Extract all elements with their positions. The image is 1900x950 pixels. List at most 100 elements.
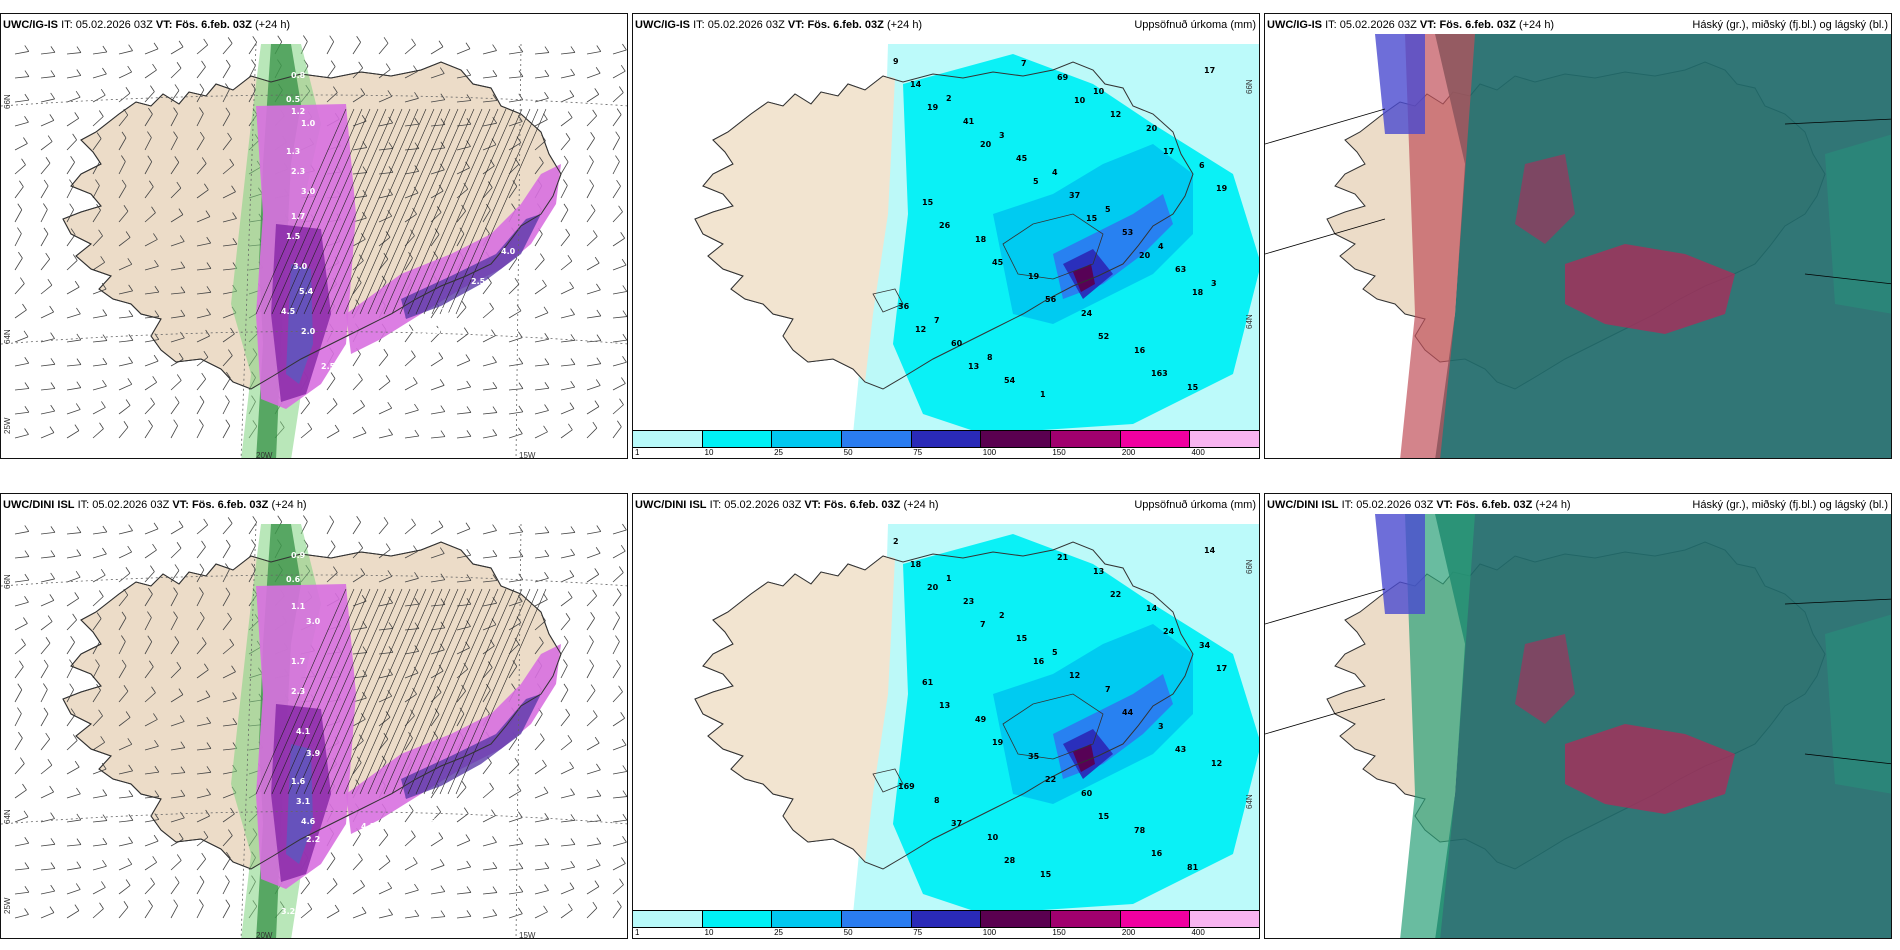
colorbar-cell xyxy=(842,431,912,447)
precip-amount-label: 18 xyxy=(910,560,922,569)
precip-amount-label: 49 xyxy=(975,715,987,724)
lon-label: 15W xyxy=(519,451,536,459)
precip-amount-label: 53 xyxy=(1122,228,1133,237)
snow-map: 0.9 0.6 1.13.0 1.7 2.3 4.1 3.9 1.6 3.1 4.6 2.2 3.2 6… xyxy=(1,494,627,938)
precip-amount-label: 41 xyxy=(963,117,975,126)
model-name: UWC/IG-IS xyxy=(3,19,58,31)
colorbar-cell xyxy=(702,431,773,447)
snow-depth-label: 1.7 xyxy=(291,657,305,666)
cloud-map xyxy=(1265,494,1891,938)
snow-depth-label: 2.5 xyxy=(321,362,336,371)
colorbar-cell xyxy=(1120,431,1191,447)
precip-amount-label: 19 xyxy=(1028,272,1040,281)
cloud-map xyxy=(1265,14,1891,458)
lat-label: 64N xyxy=(3,329,12,344)
land-no-precip xyxy=(695,556,895,862)
colorbar-tick-label: 150 xyxy=(1052,928,1066,937)
colorbar-tick-label: 100 xyxy=(982,448,997,457)
snow-depth-label: 1.1 xyxy=(291,602,306,611)
precip-amount-label: 5 xyxy=(1105,205,1111,214)
graticule xyxy=(1,43,627,458)
precip-amount-label: 19 xyxy=(992,738,1004,747)
precip-amount-label: 4 xyxy=(1052,168,1058,177)
snow-depth-label: 0.9 xyxy=(291,551,306,560)
land-no-precip xyxy=(695,76,895,382)
panel-field-title: Háský (gr.), miðský (fj.bl.) og lágský (… xyxy=(1692,19,1888,31)
hatched-area xyxy=(255,588,547,795)
iceland-coastline-overlay xyxy=(694,541,1194,870)
colorbar-tick-label: 1 xyxy=(635,448,640,457)
precip-amount-label: 36 xyxy=(898,302,910,311)
precip-amount-label: 14 xyxy=(1204,546,1216,555)
precip-amount-label: 15 xyxy=(1187,383,1199,392)
precip-amount-label: 12 xyxy=(1211,759,1222,768)
precip-amount-label: 15 xyxy=(922,198,934,207)
lat-label: 25W xyxy=(3,417,12,434)
colorbar-tick-label: 200 xyxy=(1121,448,1136,457)
snow-coastal-area xyxy=(346,644,561,834)
colorbar xyxy=(633,430,1259,448)
precip-amount-label: 16 xyxy=(1134,346,1146,355)
colorbar-cell xyxy=(1120,911,1191,927)
panel-field-title: Uppsöfnuð úrkoma (mm) xyxy=(1134,19,1256,31)
snow-depth-label: 4.1 xyxy=(361,822,376,831)
snow-depth-label: 1.0 xyxy=(301,119,316,128)
precip-amount-label: 163 xyxy=(1151,369,1168,378)
snow-depth-label: 2.2 xyxy=(306,835,320,844)
precip-amount-label: 78 xyxy=(1134,826,1146,835)
high-cloud-area xyxy=(1435,34,1891,458)
snow-coastal-dark-area xyxy=(401,214,541,319)
precip-amount-label: 34 xyxy=(1199,641,1211,650)
cloud-edge-area xyxy=(1400,514,1475,938)
precip-amount-label: 16 xyxy=(1033,657,1045,666)
precip-amount-label: 1 xyxy=(1040,390,1046,399)
snow-depth-label: 0.8 xyxy=(291,71,306,80)
colorbar-cell xyxy=(1051,431,1121,447)
low-cloud-area xyxy=(1375,34,1425,134)
precip-amount-label: 19 xyxy=(1216,184,1228,193)
snow-depth-label: 2.5 xyxy=(471,277,486,286)
precip-amount-label: 56 xyxy=(1045,295,1057,304)
snow-map: 0.8 0.5 1.2 1.0 1.3 2.3 3.0 1.7 1.5 3.0 5.4 4.5 2.0 2… xyxy=(1,14,627,458)
snow-blue-area xyxy=(286,744,313,864)
snow-depth-label: 6.6 xyxy=(421,817,436,826)
precip-amount-label: 9 xyxy=(893,57,899,66)
snow-depth-label: 1.2 xyxy=(291,107,305,116)
snow-depth-label: 0.5 xyxy=(286,95,301,104)
colorbar-cell xyxy=(1190,911,1259,927)
colorbar-tick-label: 400 xyxy=(1191,448,1205,457)
precip-amount-label: 7 xyxy=(1021,59,1027,68)
panel-top-left: UWC/IG-IS IT: 05.02.2026 03Z VT: Fös. 6.… xyxy=(0,13,628,459)
lat-label: 64N xyxy=(1245,314,1254,329)
precip-amount-label: 169 xyxy=(898,782,915,791)
snow-depth-label: 2.0 xyxy=(301,327,316,336)
precip-amount-label: 22 xyxy=(1110,590,1121,599)
colorbar-cell xyxy=(1051,911,1121,927)
precip-amount-label: 8 xyxy=(987,353,993,362)
precip-amount-label: 18 xyxy=(975,235,987,244)
precip-amount-label: 14 xyxy=(910,80,922,89)
snow-depth-label: 4.0 xyxy=(501,247,516,256)
precip-map: 9234543781102061518192416151441453753633… xyxy=(633,14,1259,458)
colorbar-tick-label: 50 xyxy=(843,928,853,937)
precip-amount-label: 2 xyxy=(999,611,1005,620)
colorbar-cell xyxy=(981,911,1052,927)
map-lines xyxy=(1265,108,1891,285)
precip-amount-label: 22 xyxy=(1045,775,1056,784)
snow-coastal-dark-area xyxy=(401,694,541,799)
precip-amount-label: 7 xyxy=(934,316,940,325)
panel-field-title: Uppsöfnuð úrkoma (mm) xyxy=(1134,499,1256,511)
precip-amount-label: 15 xyxy=(1086,214,1098,223)
precip-amount-label: 35 xyxy=(1028,752,1040,761)
colorbar-cell xyxy=(633,431,703,447)
precip-amount-label: 43 xyxy=(1175,745,1186,754)
colorbar-ticks: 1 10 25 50 75 100 150 200 400 xyxy=(633,448,1259,458)
precip-amount-label: 1 xyxy=(946,574,952,583)
precip-amount-label: 12 xyxy=(1110,110,1121,119)
snow-depth-label: 1.6 xyxy=(291,777,306,786)
mid-cloud-area xyxy=(1515,634,1575,724)
precip-amount-label: 37 xyxy=(1069,191,1080,200)
precip-amount-label: 8 xyxy=(934,796,940,805)
snow-depth-label: 3.2 xyxy=(281,907,295,916)
snow-depth-label: 4.1 xyxy=(296,727,311,736)
